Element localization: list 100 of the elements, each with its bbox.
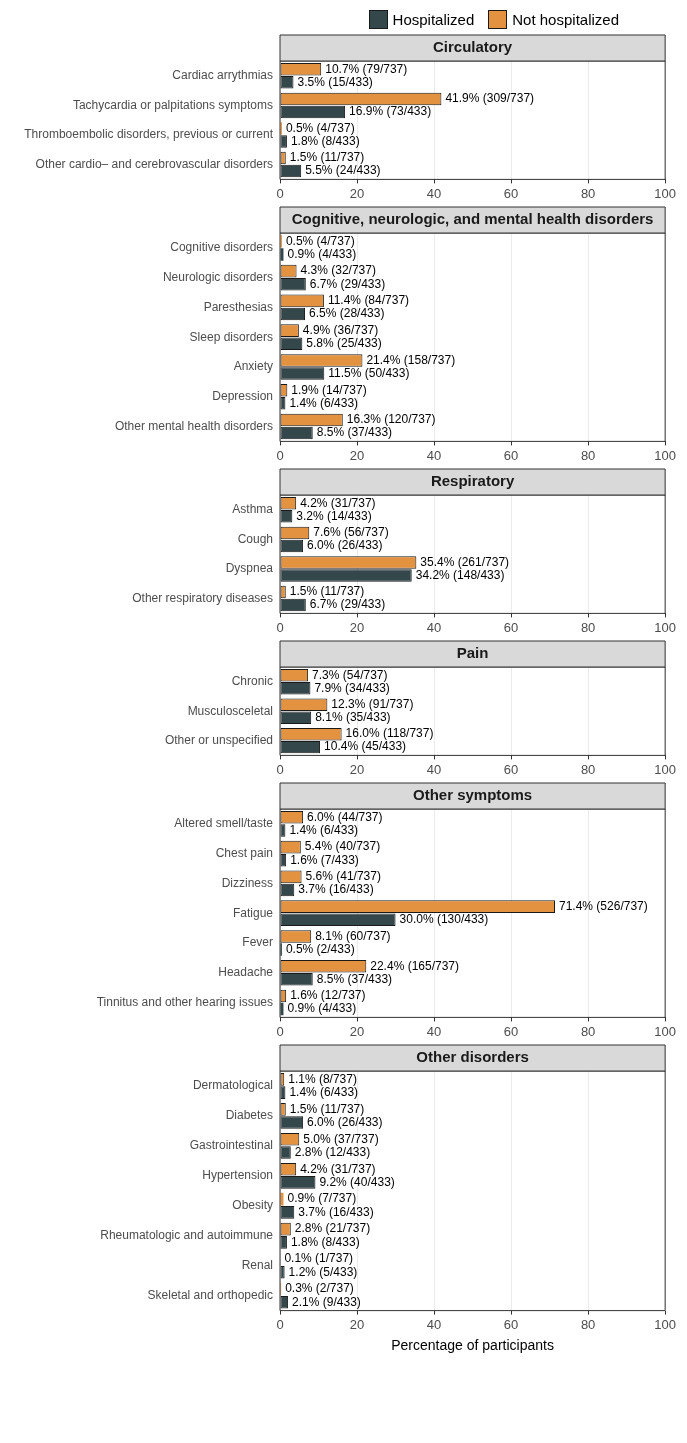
data-label: 4.3% (32/737) [300,263,376,278]
y-tick-label: Dizziness [221,875,273,890]
y-tick-label: Neurologic disorders [162,269,273,284]
data-label: 0.9% (4/433) [287,1001,357,1016]
x-tick-label: 60 [503,185,519,201]
y-tick-label: Skeletal and orthopedic [147,1287,273,1302]
data-label: 4.9% (36/737) [302,322,379,337]
y-tick-label: Tachycardia or palpitations symptoms [72,97,273,112]
y-tick-label: Sleep disorders [189,329,273,344]
x-tick-label: 0 [276,1316,284,1332]
data-label: 1.9% (14/737) [291,382,367,397]
data-label: 12.3% (91/737) [331,697,414,712]
x-tick-label: 40 [426,619,442,635]
x-tick-label: 80 [580,447,596,463]
data-label: 4.2% (31/737) [300,1161,376,1176]
y-tick-label: Rheumatologic and autoimmune [100,1228,274,1243]
y-tick-label: Fever [242,935,273,950]
y-tick-label: Chronic [231,674,273,689]
data-label: 0.1% (1/737) [284,1251,354,1266]
y-tick-label: Other mental health disorders [114,418,273,433]
data-label: 1.5% (11/737) [289,584,365,599]
data-label: 1.2% (5/433) [288,1264,358,1279]
x-tick-label: 40 [426,761,442,777]
y-tick-label: Cognitive disorders [170,240,273,255]
y-tick-label: Paresthesias [203,299,273,314]
data-label: 3.2% (14/433) [296,508,372,523]
chart-title: Cognitive, neurologic, and mental health disorders [291,210,654,228]
x-tick-label: 60 [503,447,519,463]
data-label: 8.5% (37/433) [316,425,393,440]
data-label: 21.4% (158/737) [366,352,456,367]
chart-title: Other disorders [416,1048,529,1066]
data-label: 41.9% (309/737) [445,91,535,106]
y-tick-label: Other respiratory diseases [132,590,273,605]
legend-label: Not hospitalized [512,11,619,28]
y-tick-label: Depression [212,389,273,404]
data-label: 6.7% (29/433) [309,276,386,291]
y-tick-label: Gastrointestinal [189,1138,273,1153]
x-tick-label: 40 [426,447,442,463]
data-label: 8.1% (35/433) [315,710,391,724]
data-label: 8.5% (37/433) [316,971,393,986]
data-label: 5.8% (25/433) [306,336,382,351]
y-tick-label: Chest pain [215,845,273,860]
y-tick-label: Dermatological [192,1078,273,1093]
x-tick-label: 100 [654,1023,677,1039]
x-tick-label: 80 [580,761,596,777]
data-label: 6.0% (44/737) [307,809,383,824]
data-label: 2.1% (9/433) [292,1294,361,1309]
x-tick-label: 0 [276,761,284,777]
x-tick-label: 20 [349,619,365,635]
data-label: 1.5% (11/737) [289,1101,365,1116]
chart-title: Respiratory [430,472,515,490]
x-tick-label: 0 [276,185,284,201]
x-tick-label: 20 [349,185,365,201]
data-label: 5.5% (24/433) [305,163,381,178]
y-tick-label: Other cardio– and cerebrovascular disorders [35,156,273,171]
data-label: 0.3% (2/737) [285,1281,354,1296]
data-label: 1.4% (6/433) [289,395,359,410]
x-tick-label: 80 [580,619,596,635]
x-tick-label: 100 [654,185,677,201]
y-tick-label: Hypertension [202,1168,273,1183]
data-label: 1.6% (7/433) [290,852,359,867]
data-label: 0.5% (4/737) [285,233,355,248]
data-label: 3.7% (16/433) [298,1204,374,1219]
x-tick-label: 80 [580,1316,596,1332]
data-label: 1.8% (8/433) [290,1234,360,1249]
data-label: 6.5% (28/433) [309,306,385,321]
data-label: 10.4% (45/433) [324,739,407,754]
x-tick-label: 60 [503,761,519,777]
data-label: 7.3% (54/737) [312,667,388,682]
x-tick-label: 100 [654,761,677,777]
x-tick-label: 40 [426,1023,442,1039]
data-label: 0.5% (4/737) [285,120,355,135]
data-label: 1.1% (8/737) [288,1071,357,1086]
chart-title: Other symptoms [412,786,533,804]
data-label: 3.7% (16/433) [298,882,374,897]
y-tick-label: Musculosceletal [187,703,273,718]
data-label: 3.5% (15/433) [297,74,373,89]
data-label: 1.6% (12/737) [290,988,366,1003]
y-tick-label: Renal [241,1257,273,1272]
x-tick-label: 100 [654,619,677,635]
x-tick-label: 100 [654,447,677,463]
y-tick-label: Cough [237,531,273,546]
x-tick-label: 60 [503,1023,519,1039]
data-label: 7.6% (56/737) [313,525,389,540]
x-tick-label: 80 [580,185,596,201]
y-tick-label: Anxiety [233,359,273,374]
y-tick-label: Tinnitus and other hearing issues [96,994,273,1009]
data-label: 16.9% (73/433) [349,104,432,119]
x-tick-label: 40 [426,1316,442,1332]
y-tick-label: Thromboembolic disorders, previous or current [24,127,274,142]
data-label: 16.0% (118/737) [345,726,434,741]
x-tick-label: 20 [349,1023,365,1039]
x-tick-label: 0 [276,619,284,635]
y-tick-label: Other or unspecified [164,732,273,747]
data-label: 7.9% (34/433) [314,680,390,695]
data-label: 71.4% (526/737) [559,898,648,913]
x-tick-label: 100 [654,1316,677,1332]
x-axis-title: Percentage of participants [391,1337,554,1354]
y-tick-label: Headache [218,965,274,980]
y-tick-label: Asthma [232,502,274,517]
